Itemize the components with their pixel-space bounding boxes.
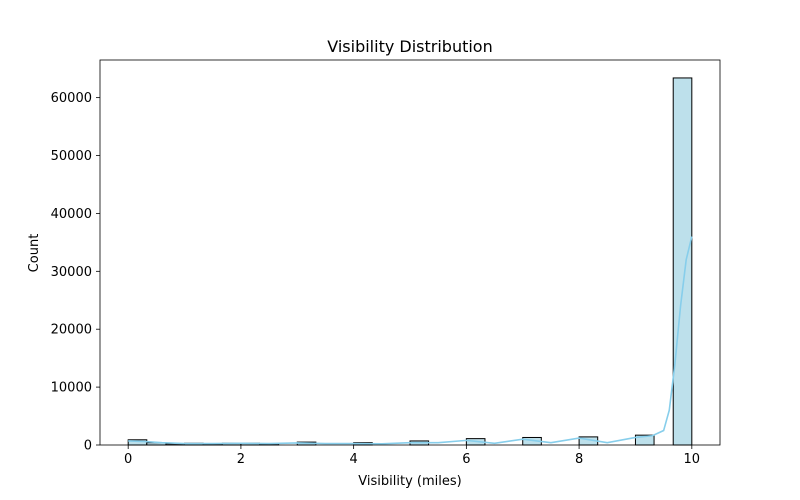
x-axis-label: Visibility (miles) [358,474,461,489]
y-tick-label: 40000 [51,207,92,222]
plot-background [100,60,720,445]
y-axis-ticks: 0 10000 20000 30000 40000 50000 60000 [51,91,100,454]
y-tick-label: 60000 [51,91,92,106]
x-tick-label: 8 [575,452,583,467]
y-tick-label: 10000 [51,381,92,396]
y-tick-label: 0 [84,439,92,454]
y-axis-label: Count [27,234,42,273]
x-tick-label: 6 [462,452,470,467]
x-tick-label: 10 [684,452,701,467]
x-tick-label: 0 [124,452,132,467]
histogram-bar [672,77,693,446]
x-tick-label: 2 [237,452,245,467]
y-tick-label: 20000 [51,323,92,338]
plot-frame [99,59,721,446]
kde-curve [128,236,693,445]
x-axis-ticks: 0 2 4 6 8 10 [124,445,700,467]
y-tick-label: 30000 [51,265,92,280]
x-tick-label: 4 [349,452,357,467]
y-tick-label: 50000 [51,149,92,164]
chart-title: Visibility Distribution [327,37,492,56]
